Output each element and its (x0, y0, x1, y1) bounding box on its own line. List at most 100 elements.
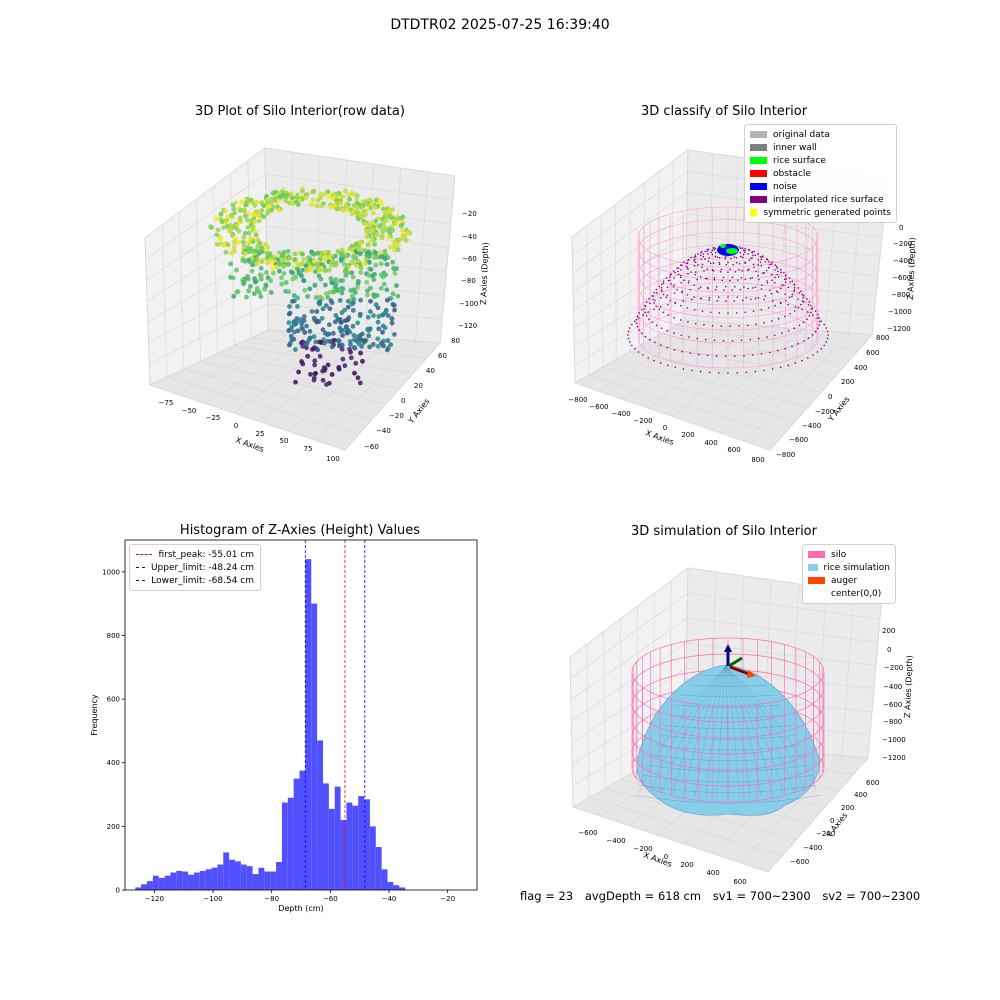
interpolated-point (655, 291, 658, 294)
raw-scatter-point (243, 202, 249, 208)
interpolated-point (784, 299, 787, 302)
raw-scatter-point (262, 241, 268, 247)
raw-scatter-point (283, 280, 289, 285)
raw-scatter-point (223, 219, 229, 225)
interpolated-point (653, 359, 655, 362)
raw-scatter-point (279, 275, 284, 281)
raw-scatter-point (256, 218, 262, 224)
interpolated-point (718, 312, 721, 314)
pane-gridline (657, 171, 660, 336)
classify-ytick: 600 (866, 349, 879, 357)
raw-scatter-point (339, 346, 345, 352)
raw-scatter-point (391, 302, 397, 308)
rice-mesh-line (725, 665, 784, 795)
raw-scatter-point (222, 208, 228, 214)
raw-scatter-point (358, 350, 363, 356)
interpolated-point (754, 370, 757, 373)
raw-scatter-point (271, 270, 276, 276)
interpolated-point (655, 288, 658, 291)
raw-scatter-point (217, 236, 223, 242)
raw-scatter-point (378, 285, 384, 291)
raw-scatter-point (286, 289, 291, 295)
raw-scatter-point (320, 368, 325, 374)
raw-scatter-point (373, 204, 378, 210)
raw-scatter-point (230, 275, 236, 281)
raw-scatter-point (252, 219, 258, 224)
interpolated-point (713, 276, 716, 279)
interpolated-point (670, 282, 672, 285)
histogram-title: Histogram of Z-Axies (Height) Values (179, 523, 421, 538)
interpolated-point (679, 276, 682, 279)
raw-scatter-point (305, 293, 311, 299)
raw-scatter-point (324, 291, 329, 297)
classify-ytick: −600 (789, 436, 808, 444)
interpolated-point (688, 336, 690, 338)
histogram-bar (281, 802, 288, 890)
raw-scatter-point (247, 259, 252, 264)
raw-scatter-point (242, 258, 248, 264)
interpolated-point (750, 298, 752, 301)
raw-scatter-point (242, 251, 248, 256)
legend-label: auger (831, 575, 858, 586)
legend-swatch (750, 196, 767, 203)
interpolated-point (797, 287, 800, 289)
raw-scatter-point (327, 203, 333, 209)
raw-scatter-point (325, 362, 331, 368)
interpolated-point (766, 336, 768, 338)
raw-scatter-point (375, 305, 381, 311)
classify-ytick: 400 (854, 364, 867, 372)
raw-scatter-point (312, 269, 318, 275)
interpolated-point (771, 300, 774, 302)
interpolated-point (797, 298, 800, 300)
raw-ytick: −20 (389, 412, 404, 420)
legend-swatch (750, 170, 767, 177)
interpolated-point (714, 255, 717, 258)
simulation-ytick: 600 (866, 779, 879, 787)
raw-scatter-point (373, 262, 379, 268)
raw-scatter-point (380, 312, 386, 318)
interpolated-point (760, 308, 763, 311)
interpolated-point (766, 280, 768, 282)
interpolated-point (747, 253, 749, 255)
interpolated-point (704, 277, 707, 280)
interpolated-point (781, 284, 783, 286)
raw-scatter-point (385, 338, 391, 343)
raw-scatter-point (219, 219, 225, 225)
raw-scatter-point (324, 332, 330, 338)
interpolated-point (748, 259, 751, 262)
interpolated-point (731, 276, 734, 279)
raw-scatter-point (245, 276, 251, 282)
interpolated-point (680, 334, 683, 337)
classify-xtick: −200 (633, 417, 652, 425)
interpolated-point (681, 264, 683, 267)
classify-xtick: 0 (663, 424, 667, 432)
raw-scatter-point (317, 301, 323, 307)
sv1-readout: sv1 = 700~2300 (712, 889, 811, 903)
interpolated-point (690, 271, 692, 273)
interpolated-point (740, 339, 743, 342)
pane-gridline (177, 331, 293, 395)
pane-gridline (686, 234, 881, 257)
raw-scatter-point (366, 260, 372, 265)
interpolated-point (686, 294, 689, 296)
raw-scatter-point (324, 382, 329, 387)
interpolated-point (768, 260, 770, 263)
interpolated-point (682, 300, 685, 302)
raw-scatter-point (256, 289, 262, 295)
raw-scatter-point (229, 214, 235, 220)
raw-scatter-point (326, 322, 332, 328)
classify-ztick: −400 (893, 257, 912, 265)
interpolated-point (667, 279, 670, 282)
rice-mesh-line (725, 665, 751, 798)
raw-scatter-point (293, 347, 298, 352)
interpolated-point (746, 324, 749, 327)
histogram-bar (135, 887, 142, 890)
classify-ytick: −200 (815, 408, 834, 416)
raw-scatter-point (379, 235, 385, 241)
raw-scatter-point (360, 358, 365, 364)
raw-scatter-point (353, 290, 358, 295)
interpolated-point (734, 270, 737, 273)
pane-gridline (571, 642, 687, 722)
interpolated-point (681, 350, 683, 353)
histogram-x-tick-label: −40 (382, 895, 397, 903)
